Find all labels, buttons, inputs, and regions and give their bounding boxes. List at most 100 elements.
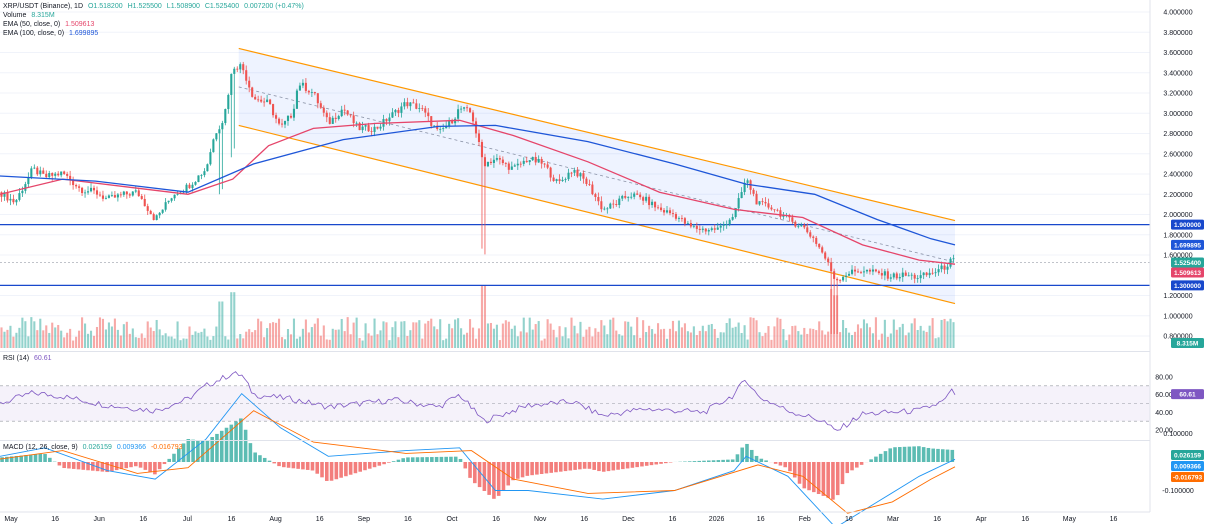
macd-histogram-bar	[29, 455, 33, 462]
volume-bar	[87, 334, 89, 348]
macd-histogram-bar	[349, 462, 353, 475]
candle-body	[729, 220, 731, 225]
macd-histogram-bar	[373, 462, 377, 467]
candle-body	[499, 158, 501, 160]
macd-histogram-bar	[521, 462, 525, 477]
volume-bar	[442, 340, 444, 348]
macd-hist-value: 0.026159	[83, 444, 112, 451]
volume-bar	[949, 319, 951, 348]
volume-bar	[687, 331, 689, 348]
macd-histogram-bar	[67, 462, 71, 468]
volume-bar	[672, 321, 674, 348]
macd-histogram-bar	[764, 460, 768, 462]
candle-body	[156, 215, 158, 220]
time-axis-label: 16	[669, 516, 677, 523]
candle-body	[356, 123, 358, 124]
candle-body	[397, 110, 399, 113]
volume-bar	[669, 329, 671, 348]
macd-histogram-bar	[325, 462, 329, 481]
candle-body	[911, 275, 913, 276]
volume-legend[interactable]: Volume 8.315M	[3, 11, 55, 20]
candle-body	[475, 121, 477, 133]
candle-body	[368, 125, 370, 131]
volume-bar	[48, 333, 50, 348]
volume-bar	[278, 319, 280, 348]
volume-bar	[66, 333, 68, 348]
ema50-legend[interactable]: EMA (50, close, 0) 1.509613	[3, 20, 94, 29]
candle-body	[460, 109, 462, 110]
candle-body	[523, 161, 525, 164]
level-low-badge: 1.300000	[1174, 283, 1201, 290]
macd-histogram-bar	[382, 462, 386, 464]
volume-bar	[872, 333, 874, 348]
macd-histogram-bar	[884, 451, 888, 462]
candle-body	[329, 117, 331, 124]
candle-body	[946, 267, 948, 270]
volume-bar	[308, 332, 310, 348]
volume-bar	[203, 329, 205, 348]
candle-body	[406, 102, 408, 106]
candle-body	[690, 223, 692, 227]
macd-histogram-bar	[564, 462, 568, 471]
time-axis-label: Mar	[887, 516, 900, 523]
volume-bar	[144, 338, 146, 348]
macd-histogram-bar	[301, 462, 305, 469]
rsi-legend[interactable]: RSI (14) 60.61	[3, 354, 52, 363]
volume-bar	[761, 336, 763, 348]
candle-body	[761, 201, 763, 202]
macd-signal-value: -0.016793	[151, 444, 183, 451]
candle-body	[379, 127, 381, 129]
candle-body	[770, 208, 772, 210]
macd-histogram-bar	[139, 462, 143, 468]
macd-histogram-bar	[220, 431, 224, 462]
ema100-legend[interactable]: EMA (100, close, 0) 1.699895	[3, 29, 98, 38]
candle-body	[711, 228, 713, 230]
candle-body	[884, 271, 886, 275]
volume-bar	[466, 333, 468, 348]
macd-histogram-bar	[583, 462, 587, 469]
price-axis-label: 2.200000	[1163, 192, 1192, 199]
candle-body	[305, 83, 307, 91]
volume-bar	[848, 333, 850, 348]
volume-bar	[153, 331, 155, 348]
candle-body	[299, 86, 301, 91]
candle-body	[693, 226, 695, 227]
macd-histogram-bar	[855, 462, 859, 468]
volume-bar	[27, 336, 29, 348]
volume-bar	[642, 320, 644, 348]
candle-body	[132, 192, 134, 196]
volume-bar	[263, 337, 265, 348]
candle-body	[627, 197, 629, 198]
candle-body	[794, 222, 796, 227]
volume-bar	[230, 292, 232, 348]
volume-bar	[923, 331, 925, 348]
candle-body	[123, 192, 125, 195]
ohlc-change: 0.007200 (+0.47%)	[244, 3, 304, 10]
candle-body	[857, 271, 859, 272]
candle-body	[630, 197, 632, 198]
volume-bar	[905, 335, 907, 348]
volume-bar	[791, 326, 793, 348]
macd-histogram-bar	[760, 459, 764, 462]
pane-separator[interactable]	[0, 351, 1150, 352]
candle-body	[779, 210, 781, 217]
candle-body	[612, 204, 614, 205]
macd-histogram-bar	[167, 459, 171, 462]
macd-histogram-bar	[788, 462, 792, 471]
candle-body	[260, 100, 262, 102]
volume-bar	[544, 339, 546, 348]
candle-body	[708, 230, 710, 231]
candle-body	[168, 201, 170, 202]
volume-bar	[371, 336, 373, 348]
macd-histogram-bar	[726, 460, 730, 462]
candle-body	[887, 271, 889, 278]
macd-histogram-bar	[545, 462, 549, 473]
volume-bar	[290, 334, 292, 348]
macd-legend[interactable]: MACD (12, 26, close, 9) 0.026159 0.00936…	[3, 443, 183, 452]
candle-body	[353, 115, 355, 123]
candle-body	[597, 197, 599, 201]
pane-separator[interactable]	[0, 440, 1150, 441]
volume-bar	[630, 327, 632, 348]
candle-body	[469, 108, 471, 112]
candle-body	[230, 74, 232, 95]
